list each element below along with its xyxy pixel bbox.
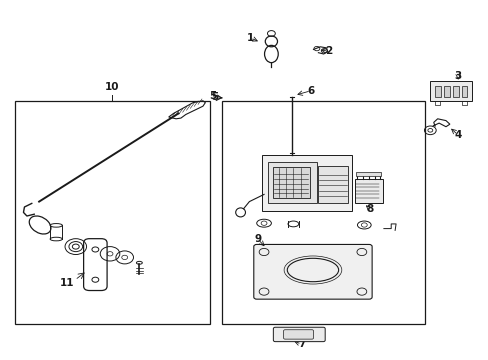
Bar	[222, 101, 425, 324]
Bar	[267, 162, 316, 203]
Bar	[261, 155, 351, 211]
Bar	[461, 86, 467, 97]
Bar	[355, 172, 381, 176]
FancyBboxPatch shape	[283, 330, 313, 339]
Text: 6: 6	[307, 86, 314, 96]
Text: 5: 5	[211, 92, 218, 102]
Bar	[317, 166, 347, 203]
FancyBboxPatch shape	[273, 327, 325, 342]
Bar	[434, 86, 440, 97]
Bar	[354, 179, 382, 203]
Bar	[272, 167, 309, 198]
FancyBboxPatch shape	[253, 244, 371, 299]
Bar	[452, 86, 458, 97]
Text: 4: 4	[453, 130, 461, 140]
Text: 1: 1	[246, 33, 253, 43]
Text: 7: 7	[297, 339, 305, 349]
Text: 5: 5	[209, 91, 216, 101]
Text: 9: 9	[254, 234, 261, 244]
Bar	[15, 101, 210, 324]
Text: 10: 10	[105, 82, 120, 92]
Bar	[429, 81, 471, 101]
Text: 11: 11	[60, 278, 75, 288]
Bar	[443, 86, 449, 97]
Text: 8: 8	[366, 204, 372, 214]
Text: 2: 2	[325, 46, 331, 56]
Text: 3: 3	[454, 71, 461, 81]
